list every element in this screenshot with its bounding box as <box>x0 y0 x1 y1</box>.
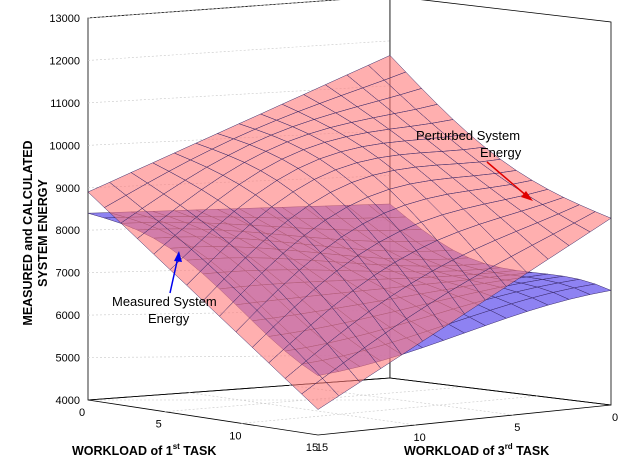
surface-cell <box>573 283 612 295</box>
x-tick-label: 15 <box>306 442 318 454</box>
y-tick-label: 0 <box>612 412 618 424</box>
z-tick-label: 10000 <box>49 140 80 152</box>
z-axis-label: MEASURED and CALCULATED SYSTEM ENERGY <box>21 140 50 325</box>
z-tick-label: 6000 <box>56 310 80 322</box>
y-tick-label: 10 <box>414 432 426 444</box>
annotation-perturbed-arrow <box>486 161 529 198</box>
z-tick-label: 8000 <box>56 225 80 237</box>
annotation-measured-line1: Measured System <box>112 294 217 309</box>
x-tick-label: 0 <box>79 407 85 419</box>
x-tick-label: 5 <box>156 419 162 431</box>
annotation-perturbed-line2: Energy <box>480 145 522 160</box>
z-tick-label: 11000 <box>50 98 80 110</box>
annotation-measured: Measured System Energy <box>112 251 217 326</box>
x-tick-label: 10 <box>229 430 241 442</box>
annotation-measured-arrow <box>169 256 179 294</box>
z-tick-label: 7000 <box>56 268 80 280</box>
z-gridline-left <box>87 40 391 61</box>
z-tick-label: 9000 <box>56 183 80 195</box>
annotation-perturbed-arrowhead <box>521 191 533 201</box>
y-tick-label: 15 <box>316 442 328 454</box>
z-axis-label-line2: SYSTEM ENERGY <box>36 179 50 287</box>
surface-cell <box>573 211 612 233</box>
annotation-perturbed: Perturbed System Energy <box>416 128 533 201</box>
perturbed-surface <box>87 55 612 410</box>
z-tick-label: 5000 <box>56 353 80 365</box>
tick-layer: 4000 5000 6000 7000 8000 9000 10000 11000 12000 1… <box>49 13 618 454</box>
y-axis-label: WORKLOAD of 3rd TASK <box>404 442 549 458</box>
z-tick-label: 13000 <box>49 13 80 25</box>
floor-gridline <box>241 395 538 424</box>
x-axis-label: WORKLOAD of 1st TASK <box>72 442 216 458</box>
annotation-perturbed-line1: Perturbed System <box>416 128 520 143</box>
annotation-measured-arrowhead <box>174 251 182 262</box>
z-tick-label: 4000 <box>56 395 80 407</box>
surface-layer <box>87 55 612 410</box>
z-axis-label-line1: MEASURED and CALCULATED <box>21 140 35 325</box>
annotation-measured-line2: Energy <box>148 311 190 326</box>
y-tick-label: 5 <box>514 422 520 434</box>
z-tick-label: 12000 <box>49 55 80 67</box>
